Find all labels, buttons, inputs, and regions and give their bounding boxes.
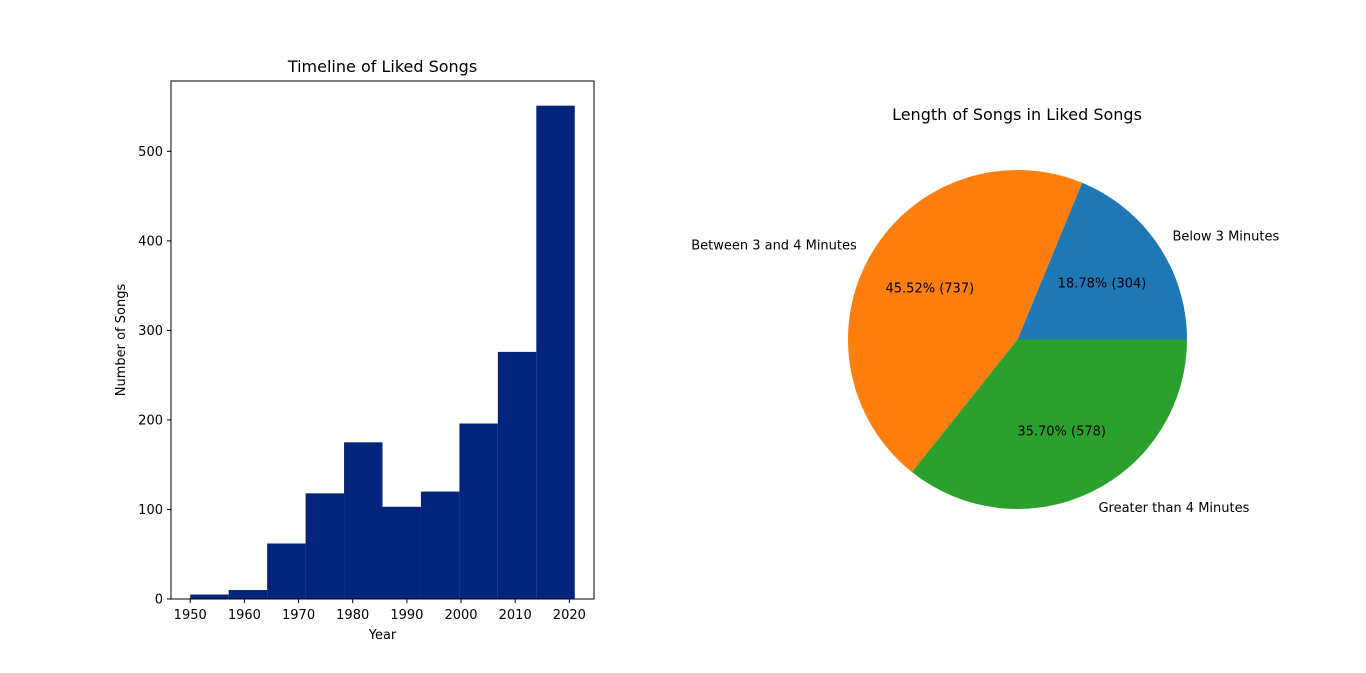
histogram-bar (382, 506, 421, 599)
x-tick-label: 2010 (499, 608, 532, 623)
x-tick-label: 2000 (444, 608, 477, 623)
pie-slice-label: Below 3 Minutes (1172, 229, 1279, 244)
histogram-bar (536, 105, 575, 600)
pie-title: Length of Songs in Liked Songs (892, 105, 1142, 124)
histogram-bar (459, 423, 498, 599)
histogram-bar (497, 351, 537, 599)
y-tick-label: 0 (155, 593, 163, 608)
pie-labels: Below 3 Minutes 18.78% (304) Between 3 and… (691, 229, 1279, 516)
histogram-y-ticks: 0 100 200 300 400 500 (138, 145, 171, 608)
histogram-y-label: Number of Songs (114, 284, 129, 397)
x-tick-label: 1960 (228, 608, 261, 623)
pie-slice-percent-label: 35.70% (578) (1017, 425, 1106, 440)
histogram-bar (305, 493, 345, 599)
pie-slice-label: Greater than 4 Minutes (1098, 501, 1249, 516)
x-tick-label: 1990 (390, 608, 423, 623)
histogram-chart: Timeline of Liked Songs 1950 1960 1970 1980… (114, 57, 595, 643)
histogram-bars (190, 105, 575, 600)
pie-chart: Length of Songs in Liked Songs Below 3 M… (691, 105, 1279, 516)
histogram-title: Timeline of Liked Songs (287, 57, 477, 76)
y-tick-label: 100 (138, 503, 163, 518)
x-tick-label: 1970 (282, 608, 315, 623)
pie-slice-percent-label: 45.52% (737) (886, 281, 975, 296)
y-tick-label: 200 (138, 413, 163, 428)
histogram-bar (420, 491, 460, 599)
histogram-bar (267, 543, 306, 599)
y-tick-label: 300 (138, 324, 163, 339)
x-tick-label: 1950 (174, 608, 207, 623)
histogram-x-label: Year (368, 628, 397, 643)
pie-slice-percent-label: 18.78% (304) (1058, 276, 1147, 291)
pie-slices (847, 169, 1187, 509)
x-tick-label: 2020 (553, 608, 586, 623)
histogram-bar (344, 442, 383, 599)
y-tick-label: 500 (138, 145, 163, 160)
pie-slice (1017, 182, 1187, 340)
histogram-bar (228, 590, 268, 599)
pie-slice-label: Between 3 and 4 Minutes (691, 238, 857, 253)
histogram-x-ticks: 1950 1960 1970 1980 1990 2000 2010 2020 (174, 599, 586, 623)
histogram-axes-frame (170, 80, 595, 600)
pie-slice (911, 339, 1187, 509)
pie-slice (847, 169, 1083, 473)
histogram-bar (190, 594, 229, 599)
y-tick-label: 400 (138, 234, 163, 249)
x-tick-label: 1980 (336, 608, 369, 623)
